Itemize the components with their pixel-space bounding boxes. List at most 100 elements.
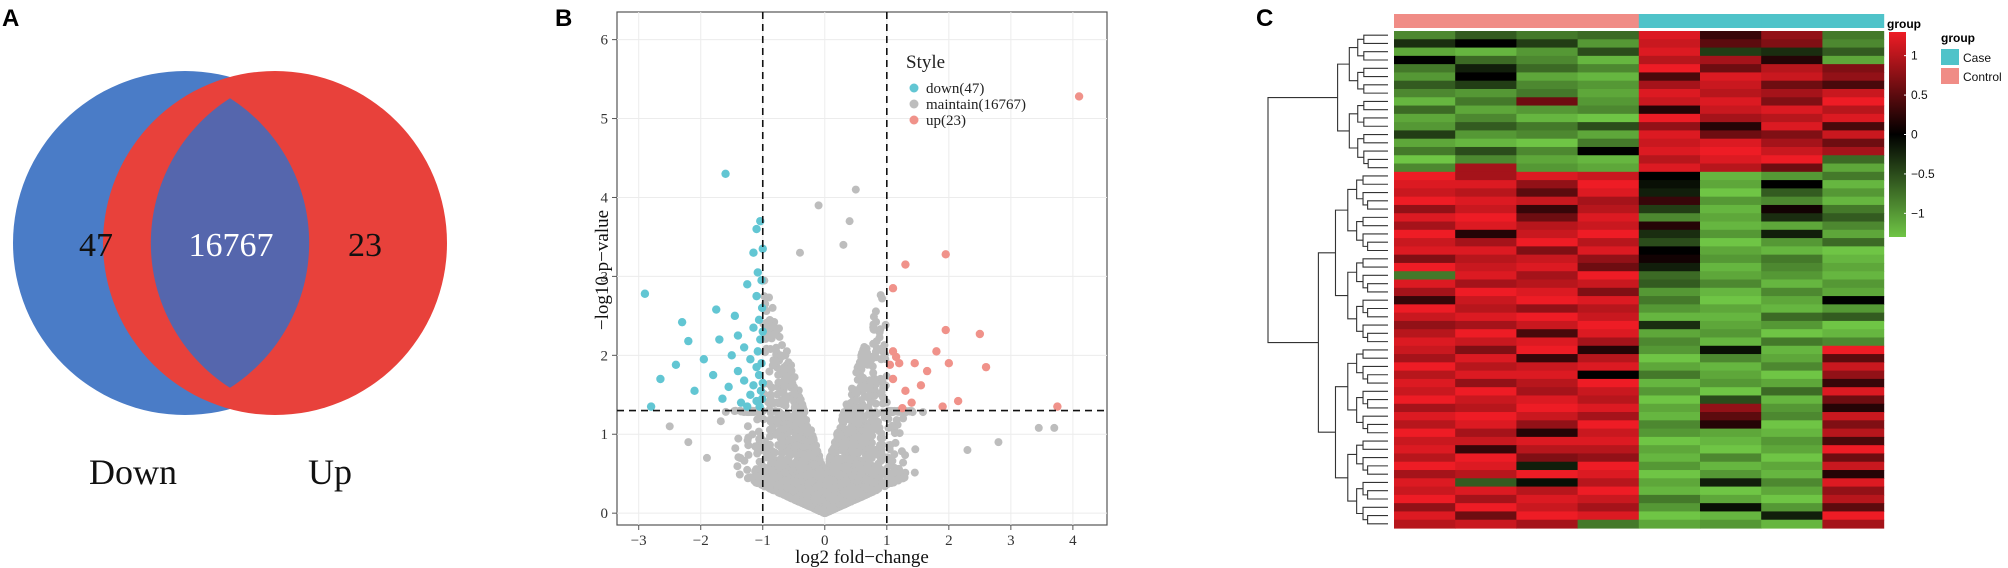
- heatmap-cell: [1700, 279, 1762, 289]
- legend-down-swatch: [909, 83, 919, 93]
- heatmap-cell: [1638, 254, 1701, 264]
- heatmap-cell: [1638, 370, 1701, 380]
- maintain-point: [765, 380, 773, 388]
- group-annotation-cell: [1761, 14, 1823, 28]
- heatmap-cell: [1455, 478, 1517, 488]
- heatmap-cell: [1394, 122, 1456, 131]
- down-point: [640, 289, 650, 298]
- heatmap-cell: [1394, 31, 1456, 40]
- heatmap-cell: [1761, 80, 1823, 90]
- heatmap-cell: [1516, 221, 1579, 231]
- heatmap-cell: [1822, 88, 1885, 98]
- dendrogram-branch: [1362, 457, 1388, 471]
- maintain-point: [811, 442, 820, 450]
- heatmap-cell: [1761, 478, 1823, 488]
- heatmap-cell: [1577, 478, 1640, 488]
- heatmap-cell: [1638, 31, 1701, 40]
- heatmap-cell: [1516, 213, 1579, 223]
- heatmap-cell: [1516, 519, 1579, 529]
- maintain-point: [868, 376, 877, 385]
- heatmap-cell: [1577, 461, 1640, 471]
- heatmap-cell: [1822, 412, 1885, 421]
- heatmap-cell: [1822, 213, 1885, 223]
- heatmap-cell: [1577, 204, 1640, 214]
- down-point: [656, 374, 665, 384]
- heatmap-cell: [1394, 420, 1456, 430]
- heatmap-cell: [1822, 486, 1885, 496]
- dendrogram-branch: [1363, 34, 1388, 44]
- down-point: [739, 343, 749, 352]
- heatmap-cell: [1638, 146, 1701, 156]
- group-annotation-cell: [1638, 14, 1701, 28]
- down-point: [733, 366, 743, 376]
- maintain-point: [765, 293, 773, 302]
- dendrogram-branch: [1363, 51, 1388, 61]
- heatmap-cell: [1394, 72, 1456, 82]
- dendrogram-branch: [1362, 216, 1388, 227]
- maintain-point: [790, 389, 799, 398]
- heatmap-cell: [1638, 420, 1701, 430]
- dendrogram-branch: [1363, 100, 1388, 111]
- maintain-point: [877, 450, 886, 459]
- heatmap-cell: [1455, 412, 1517, 421]
- heatmap-cell: [1822, 470, 1885, 479]
- maintain-point: [814, 201, 823, 210]
- heatmap-cell: [1638, 436, 1701, 446]
- up-point: [895, 359, 904, 368]
- scale-tick-label: 0: [1911, 128, 1918, 142]
- heatmap-cell: [1822, 519, 1885, 529]
- heatmap-cell: [1455, 31, 1517, 40]
- heatmap-cell: [1577, 428, 1640, 438]
- heatmap-cell: [1700, 370, 1762, 380]
- down-point: [757, 303, 767, 313]
- heatmap-cell: [1700, 287, 1762, 297]
- maintain-point: [846, 482, 855, 491]
- dendrogram-branch: [1367, 158, 1388, 169]
- maintain-point: [851, 185, 860, 194]
- heatmap-group-legend: group Case Control: [1941, 31, 2002, 84]
- heatmap-cell: [1822, 296, 1885, 305]
- heatmap-cell: [1638, 196, 1701, 206]
- heatmap-cell: [1516, 196, 1579, 206]
- heatmap-cell: [1394, 254, 1456, 264]
- dendrogram-branch: [1367, 200, 1388, 210]
- heatmap-cell: [1516, 320, 1579, 330]
- heatmap-cell: [1638, 362, 1701, 372]
- heatmap-cell: [1638, 72, 1701, 82]
- heatmap-cell: [1577, 337, 1640, 347]
- heatmap-cell: [1516, 345, 1579, 355]
- heatmap-cell: [1577, 354, 1640, 363]
- heatmap-cell: [1455, 445, 1517, 455]
- volcano-y-label: −log10 p−value: [592, 210, 613, 330]
- heatmap-cell: [1394, 511, 1456, 521]
- heatmap-cell: [1700, 519, 1762, 529]
- dendrogram-branch: [1356, 262, 1364, 283]
- heatmap-cell: [1455, 221, 1517, 231]
- heatmap-cell: [1761, 271, 1823, 281]
- heatmap-cell: [1822, 221, 1885, 231]
- heatmap-cell: [1822, 55, 1885, 65]
- venn-label-up: Up: [308, 452, 352, 492]
- heatmap-cell: [1638, 345, 1701, 355]
- maintain-point: [869, 312, 878, 321]
- up-point: [975, 329, 985, 339]
- heatmap-cell: [1822, 188, 1885, 198]
- heatmap-cell: [1394, 287, 1456, 297]
- up-point: [885, 360, 895, 369]
- heatmap-cell: [1394, 279, 1456, 289]
- legend-up-label: up(23): [926, 113, 966, 129]
- maintain-point: [743, 422, 752, 431]
- panel-c: C group 1 0.5 0 −0.5 −1 group Case Control: [1256, 5, 2002, 529]
- heatmap-cell: [1577, 238, 1640, 247]
- down-point: [712, 305, 721, 314]
- heatmap-cell: [1577, 494, 1640, 504]
- maintain-point: [702, 453, 711, 462]
- heatmap-cell: [1761, 279, 1823, 289]
- heatmap-cell: [1516, 80, 1579, 90]
- heatmap-cell: [1394, 196, 1456, 206]
- heatmap-cell: [1761, 486, 1823, 496]
- maintain-point: [786, 376, 794, 385]
- heatmap-cell: [1394, 470, 1456, 479]
- heatmap-cell: [1516, 204, 1579, 214]
- heatmap-cell: [1455, 354, 1517, 363]
